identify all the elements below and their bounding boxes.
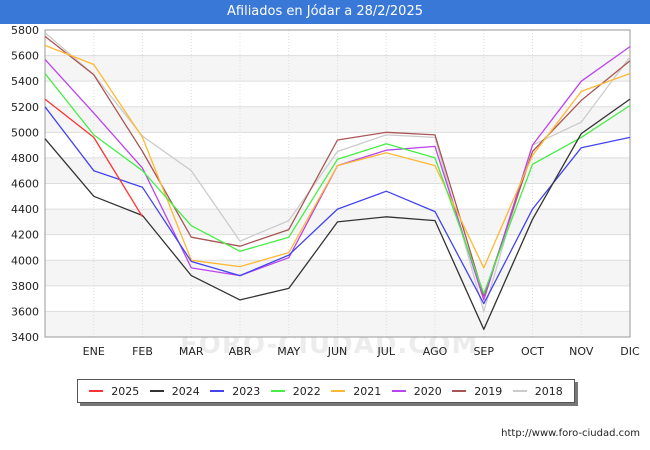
x-tick-label: DIC <box>620 345 640 358</box>
legend-swatch <box>331 390 346 392</box>
x-tick-label: NOV <box>569 345 594 358</box>
plot-band <box>45 55 630 82</box>
x-tick-label: ENE <box>83 345 105 358</box>
x-tick-label: AGO <box>423 345 448 358</box>
y-tick-label: 4800 <box>11 152 39 165</box>
y-tick-label: 4200 <box>11 229 39 242</box>
legend-label: 2024 <box>171 384 200 398</box>
series-line-2019 <box>44 35 631 297</box>
series-line-2021 <box>44 44 631 269</box>
y-tick-label: 4600 <box>11 178 39 191</box>
chart-legend: 2025 2024 2023 2022 2021 2020 2019 2018 <box>77 379 575 403</box>
legend-label: 2018 <box>534 384 563 398</box>
plot-band <box>45 157 630 184</box>
legend-label: 2019 <box>474 384 503 398</box>
series-line-2024 <box>44 98 631 330</box>
chart-title: Afiliados en Jódar a 28/2/2025 <box>227 4 423 19</box>
legend-item: 2021 <box>331 385 381 398</box>
y-tick-label: 3600 <box>11 305 39 318</box>
legend-item: 2022 <box>270 384 321 398</box>
x-tick-label: SEP <box>473 345 494 358</box>
y-tick-label: 5400 <box>11 75 39 88</box>
legend-swatch <box>210 390 225 392</box>
legend-swatch <box>89 390 104 392</box>
x-tick-label: JUL <box>377 345 396 358</box>
legend-item: 2018 <box>512 384 563 398</box>
legend-label: 2023 <box>232 384 261 398</box>
x-tick-label: MAR <box>179 345 204 358</box>
x-tick-label: ABR <box>229 345 252 358</box>
x-tick-label: JUN <box>327 345 348 358</box>
legend-swatch <box>452 390 467 392</box>
plot-frame <box>44 29 631 338</box>
legend-item: 2025 <box>89 385 139 398</box>
legend-label: 2025 <box>111 384 140 398</box>
y-tick-label: 5600 <box>11 50 39 63</box>
legend-label: 2021 <box>353 384 382 398</box>
source-credit: http://www.foro-ciudad.com <box>501 428 640 439</box>
legend-item: 2019 <box>452 385 502 398</box>
legend-swatch <box>391 390 406 392</box>
y-tick-label: 5200 <box>11 101 39 114</box>
y-tick-label: 4000 <box>11 254 39 267</box>
plot-band <box>45 285 630 312</box>
series-line-2022 <box>44 73 631 295</box>
y-tick-label: 3800 <box>11 280 39 293</box>
legend-label: 2020 <box>413 384 442 398</box>
legend-item: 2023 <box>210 385 260 398</box>
y-tick-label: 4400 <box>11 203 39 216</box>
y-tick-label: 5800 <box>11 24 39 37</box>
legend-swatch <box>512 390 527 392</box>
legend-label: 2022 <box>292 384 321 398</box>
y-tick-label: 5000 <box>11 126 39 139</box>
series-line-2025 <box>44 98 144 218</box>
legend-swatch <box>149 390 164 392</box>
legend-item: 2020 <box>391 384 442 398</box>
plot-band <box>45 234 630 261</box>
x-tick-label: FEB <box>132 345 153 358</box>
y-tick-label: 3400 <box>11 331 39 344</box>
legend-item: 2024 <box>149 384 200 398</box>
x-tick-label: MAY <box>277 345 300 358</box>
x-tick-label: OCT <box>521 345 544 358</box>
legend-swatch <box>270 390 285 392</box>
title-bar <box>0 0 650 24</box>
plot-band <box>45 106 630 133</box>
series-line-2023 <box>44 106 631 305</box>
